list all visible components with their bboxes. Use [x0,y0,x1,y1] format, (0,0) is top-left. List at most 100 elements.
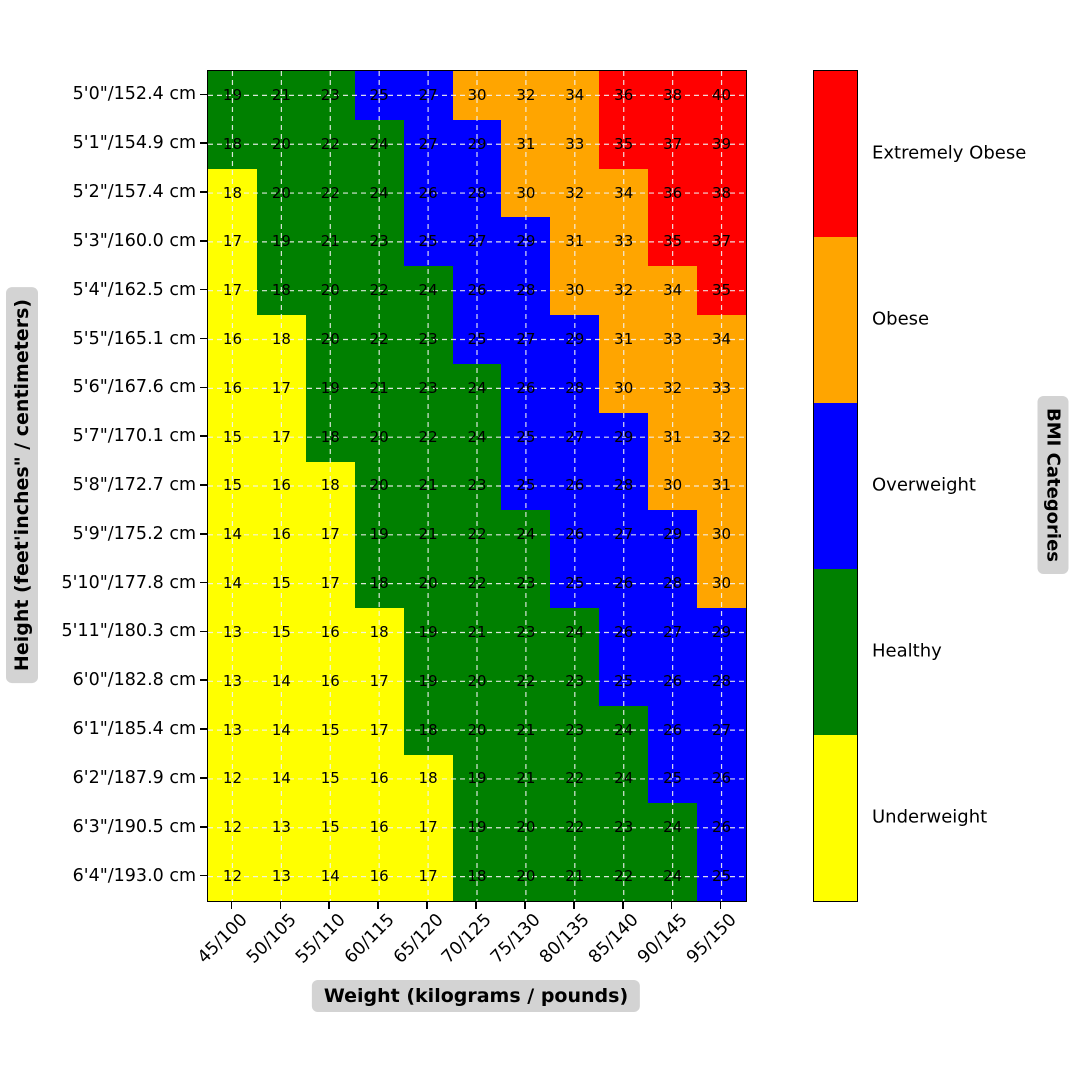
bmi-value: 19 [418,622,438,641]
bmi-cell: 17 [256,363,306,413]
bmi-cell: 18 [208,168,257,218]
bmi-value: 18 [467,867,487,886]
bmi-value: 25 [614,671,634,690]
y-tick-label: 5'0"/152.4 cm [72,84,196,105]
bmi-cell: 20 [501,852,551,901]
heatmap-plot-area: 19 21 23 25 27 30 32 34 36 38 40 18 20 22 24 27 29 31 33 35… [207,70,747,902]
bmi-value: 26 [418,183,438,202]
y-tick-label: 5'7"/170.1 cm [72,426,196,447]
bmi-cell: 16 [208,315,257,364]
y-tick-mark [200,240,207,242]
bmi-value: 15 [222,476,242,495]
bmi-value: 14 [271,720,291,739]
bmi-value: 19 [369,525,389,544]
bmi-value: 18 [271,330,291,349]
bmi-cell: 24 [550,608,600,657]
bmi-value: 23 [565,671,585,690]
bmi-cell: 25 [599,656,649,706]
bmi-value: 14 [320,867,340,886]
bmi-value: 16 [320,671,340,690]
bmi-cell: 20 [256,168,306,218]
bmi-value: 25 [369,85,389,104]
bmi-cell: 20 [354,412,404,462]
bmi-value: 21 [418,476,438,495]
x-tick-label-text: 90/145 [634,910,692,968]
bmi-cell: 13 [208,608,257,657]
bmi-cell: 21 [354,363,404,413]
bmi-value: 18 [418,720,438,739]
bmi-value: 32 [516,85,536,104]
bmi-value: 22 [467,574,487,593]
bmi-value: 24 [516,525,536,544]
x-tick-label-text: 55/110 [291,910,350,968]
y-tick-label: 5'2"/157.4 cm [72,182,196,203]
bmi-cell: 18 [256,315,306,364]
bmi-value: 20 [467,720,487,739]
bmi-cell: 30 [697,510,746,560]
bmi-value: 19 [467,818,487,837]
bmi-cell: 23 [403,363,453,413]
bmi-cell: 15 [208,412,257,462]
bmi-value: 35 [711,281,732,300]
bmi-cell: 20 [305,315,355,364]
x-tick-mark [670,901,673,909]
bmi-cell: 26 [550,510,600,560]
legend-label-ow: Overweight [872,474,976,496]
bmi-cell: 23 [599,803,649,853]
bmi-cell: 26 [697,754,746,804]
bmi-value: 38 [711,183,732,202]
bmi-value: 26 [711,769,732,788]
bmi-value: 30 [614,378,634,397]
bmi-value: 37 [711,232,732,251]
y-tick-label: 5'6"/167.6 cm [72,377,196,398]
bmi-cell: 18 [403,754,453,804]
bmi-cell: 17 [305,510,355,560]
bmi-value: 30 [711,525,732,544]
bmi-cell: 20 [305,266,355,316]
bmi-cell: 36 [599,71,649,120]
bmi-value: 18 [418,769,438,788]
bmi-cell: 15 [305,705,355,755]
bmi-value: 20 [369,476,389,495]
bmi-cell: 25 [501,461,551,511]
bmi-value: 36 [614,85,634,104]
bmi-cell: 22 [403,412,453,462]
bmi-cell: 24 [354,119,404,169]
bmi-value: 29 [663,525,683,544]
y-tick-mark [200,581,207,584]
bmi-value: 31 [663,427,683,446]
bmi-cell: 32 [697,412,746,462]
bmi-value: 19 [320,378,340,397]
bmi-cell: 23 [550,656,600,706]
bmi-cell: 27 [599,510,649,560]
bmi-value: 29 [614,427,634,446]
bmi-value: 17 [369,671,389,690]
y-tick-mark [200,533,207,535]
bmi-cell: 18 [305,412,355,462]
bmi-value: 20 [467,671,487,690]
bmi-cell: 26 [599,608,649,657]
bmi-cell: 30 [697,559,746,609]
bmi-cell: 16 [305,656,355,706]
y-tick-mark [200,825,207,828]
bmi-cell: 38 [697,168,746,218]
bmi-cell: 17 [403,852,453,901]
legend-title: BMI Categories [1037,396,1069,574]
bmi-cell: 21 [452,608,502,657]
bmi-cell: 22 [305,119,355,169]
bmi-value: 17 [271,378,291,397]
bmi-value: 12 [222,769,242,788]
legend-label-ob: Obese [872,308,930,330]
bmi-cell: 19 [452,754,502,804]
legend-swatch-uw [814,735,857,901]
bmi-value: 30 [467,85,487,104]
bmi-cell: 30 [452,71,502,120]
bmi-cell: 31 [648,412,698,462]
bmi-cell: 16 [256,461,306,511]
bmi-value: 22 [320,183,340,202]
bmi-value: 15 [320,818,340,837]
bmi-cell: 24 [403,266,453,316]
bmi-value: 26 [516,378,536,397]
bmi-cell: 17 [256,412,306,462]
bmi-cell: 28 [550,363,600,413]
